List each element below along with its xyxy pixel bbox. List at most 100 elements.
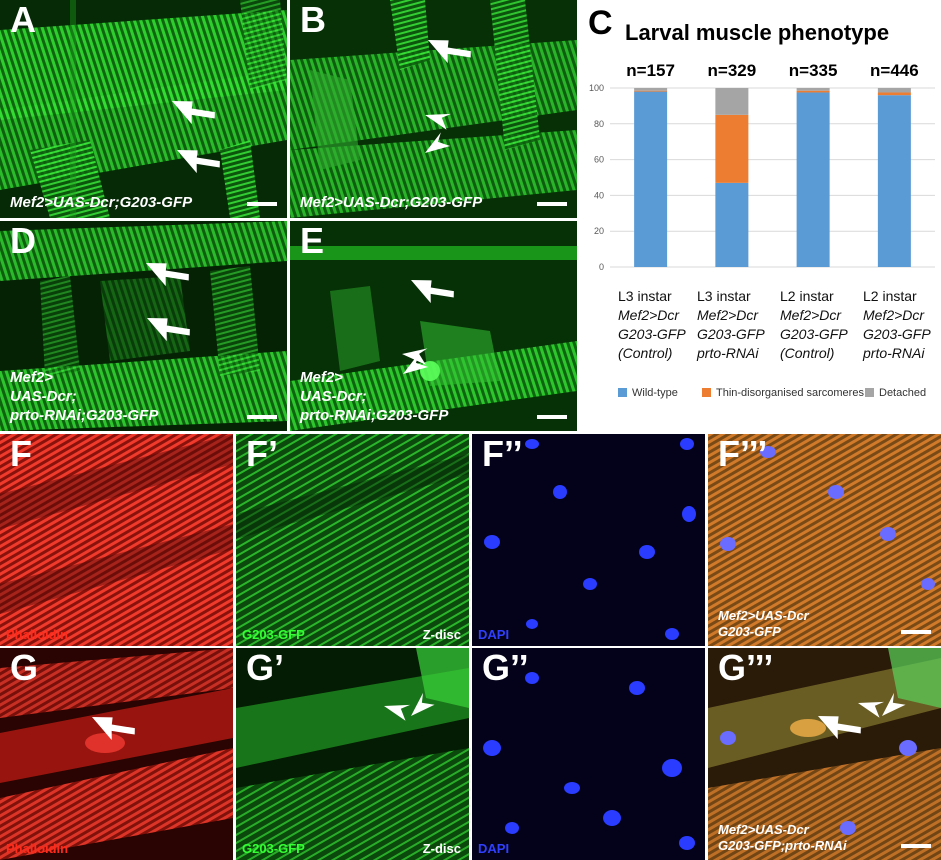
legend-label: Wild-type bbox=[632, 387, 678, 399]
panel-g-double-prime-label: G’’ bbox=[482, 648, 529, 688]
bar-segment bbox=[634, 90, 668, 92]
panel-g-triple-prime-label: G’’’ bbox=[718, 648, 774, 688]
panel-g-prime-label: G’ bbox=[246, 648, 285, 688]
scale-bar bbox=[537, 202, 567, 206]
y-tick-label: 20 bbox=[594, 226, 604, 236]
channel-label: G203-GFP bbox=[242, 841, 305, 856]
legend-detached: Detached bbox=[865, 387, 926, 399]
panel-d-genotype: Mef2> UAS-Dcr; prto-RNAi;G203-GFP bbox=[10, 368, 158, 425]
bar-segment bbox=[796, 92, 830, 267]
scale-bar bbox=[247, 202, 277, 206]
genotype-line: Mef2>UAS-Dcr;G203-GFP bbox=[300, 194, 483, 211]
sample-size-label: n=329 bbox=[708, 61, 757, 80]
genotype-line: UAS-Dcr; bbox=[300, 388, 367, 405]
panel-g-prime-image bbox=[236, 648, 469, 860]
panel-c-label: C bbox=[588, 4, 613, 42]
category-line: Mef2>Dcr bbox=[780, 307, 842, 323]
panel-f-triple-prime-image bbox=[708, 434, 941, 646]
panel-g-double-prime: G’’ DAPI bbox=[472, 648, 705, 860]
panel-e-genotype: Mef2> UAS-Dcr; prto-RNAi;G203-GFP bbox=[300, 368, 448, 425]
category-label-4: L2 instar Mef2>Dcr G203-GFP prto-RNAi bbox=[863, 287, 931, 363]
category-line: prto-RNAi bbox=[863, 345, 925, 361]
panel-f: F Phalloidin bbox=[0, 434, 233, 646]
y-tick-label: 0 bbox=[599, 262, 604, 272]
panel-a-label: A bbox=[10, 0, 36, 40]
bar-segment bbox=[796, 90, 830, 93]
panel-g-triple-prime-genotype: Mef2>UAS-Dcr G203-GFP;prto-RNAi bbox=[718, 822, 847, 854]
panel-e-label: E bbox=[300, 221, 325, 261]
category-stage: L2 instar bbox=[780, 288, 834, 304]
genotype-line: UAS-Dcr; bbox=[10, 388, 77, 405]
sample-size-label: n=157 bbox=[626, 61, 675, 80]
panel-g: G Phalloidin bbox=[0, 648, 233, 860]
genotype-line: Mef2>UAS-Dcr bbox=[718, 608, 809, 623]
panel-b-genotype: Mef2>UAS-Dcr;G203-GFP bbox=[300, 193, 482, 212]
bar-segment bbox=[877, 92, 911, 96]
legend-swatch bbox=[865, 388, 874, 397]
category-line: G203-GFP bbox=[780, 326, 848, 342]
panel-f-label: F bbox=[10, 434, 32, 474]
category-line: G203-GFP bbox=[697, 326, 765, 342]
y-tick-label: 100 bbox=[589, 83, 604, 93]
bar-segment bbox=[877, 95, 911, 267]
panel-a-image bbox=[0, 0, 287, 218]
genotype-line: prto-RNAi;G203-GFP bbox=[10, 407, 159, 424]
panel-f-double-prime-image bbox=[484, 438, 696, 640]
stacked-bar-chart: 0 20 40 60 80 100 n=157 n=329 n=335 n=446 bbox=[589, 61, 935, 272]
genotype-line: Mef2> bbox=[10, 369, 53, 386]
panel-a-genotype: Mef2>UAS-Dcr;G203-GFP bbox=[10, 193, 192, 212]
legend-thin-disorganised: Thin-disorganised sarcomeres bbox=[702, 387, 864, 399]
bar-segment bbox=[715, 88, 749, 115]
panel-g-label: G bbox=[10, 648, 39, 688]
bar-segment bbox=[715, 182, 749, 267]
panel-b-image bbox=[290, 0, 577, 218]
panel-a: A Mef2>UAS-Dcr;G203-GFP bbox=[0, 0, 287, 218]
panel-g-prime: G’ G203-GFP Z-disc bbox=[236, 648, 469, 860]
panel-d: D Mef2> UAS-Dcr; prto-RNAi;G203-GFP bbox=[0, 221, 287, 431]
y-tick-label: 40 bbox=[594, 190, 604, 200]
genotype-line: G203-GFP;prto-RNAi bbox=[718, 838, 847, 853]
panel-g-image bbox=[0, 648, 233, 860]
category-line: prto-RNAi bbox=[697, 345, 759, 361]
category-line: Mef2>Dcr bbox=[618, 307, 680, 323]
panel-d-label: D bbox=[10, 221, 36, 261]
legend-swatch bbox=[702, 388, 711, 397]
panel-e: E Mef2> UAS-Dcr; prto-RNAi;G203-GFP bbox=[290, 221, 577, 431]
category-line: (Control) bbox=[780, 345, 835, 361]
genotype-line: Mef2> bbox=[300, 369, 343, 386]
panel-f-prime: F’ G203-GFP Z-disc bbox=[236, 434, 469, 646]
panel-f-prime-image bbox=[236, 434, 469, 646]
panel-g-triple-prime-image bbox=[708, 648, 941, 860]
y-tick-label: 80 bbox=[594, 119, 604, 129]
z-disc-label: Z-disc bbox=[422, 627, 461, 642]
sample-size-label: n=335 bbox=[789, 61, 838, 80]
bar-segment bbox=[796, 88, 830, 91]
panel-g-triple-prime: G’’’ Mef2>UAS-Dcr G203-GFP;prto-RNAi bbox=[708, 648, 941, 860]
category-line: Mef2>Dcr bbox=[863, 307, 925, 323]
scale-bar bbox=[901, 844, 931, 848]
legend-wild-type: Wild-type bbox=[618, 387, 678, 399]
panel-b-label: B bbox=[300, 0, 326, 40]
channel-label: DAPI bbox=[478, 627, 510, 642]
bar-segment bbox=[634, 91, 668, 267]
panel-f-triple-prime: F’’’ Mef2>UAS-Dcr G203-GFP bbox=[708, 434, 941, 646]
legend-label: Thin-disorganised sarcomeres bbox=[716, 387, 864, 399]
panel-f-triple-prime-label: F’’’ bbox=[718, 434, 768, 474]
panel-f-prime-label: F’ bbox=[246, 434, 278, 474]
category-line: G203-GFP bbox=[618, 326, 686, 342]
panel-f-double-prime: F’’ DAPI bbox=[472, 434, 705, 646]
genotype-line: G203-GFP bbox=[718, 624, 781, 639]
chart-title: Larval muscle phenotype bbox=[625, 20, 890, 45]
category-label-3: L2 instar Mef2>Dcr G203-GFP (Control) bbox=[780, 287, 848, 363]
y-tick-label: 60 bbox=[594, 155, 604, 165]
panel-d-image bbox=[0, 221, 287, 431]
scale-bar bbox=[901, 630, 931, 634]
legend-swatch bbox=[618, 388, 627, 397]
genotype-line: Mef2>UAS-Dcr;G203-GFP bbox=[10, 194, 193, 211]
genotype-line: Mef2>UAS-Dcr bbox=[718, 822, 809, 837]
channel-label: Phalloidin bbox=[6, 841, 69, 856]
panel-f-image bbox=[0, 434, 233, 646]
category-line: G203-GFP bbox=[863, 326, 931, 342]
category-label-1: L3 instar Mef2>Dcr G203-GFP (Control) bbox=[618, 287, 686, 363]
panel-e-image bbox=[290, 221, 577, 431]
